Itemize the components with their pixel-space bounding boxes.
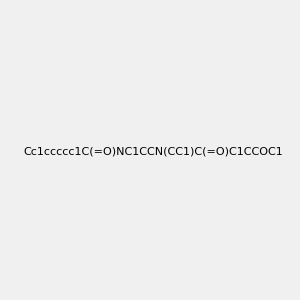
Text: Cc1ccccc1C(=O)NC1CCN(CC1)C(=O)C1CCOC1: Cc1ccccc1C(=O)NC1CCN(CC1)C(=O)C1CCOC1: [24, 146, 284, 157]
